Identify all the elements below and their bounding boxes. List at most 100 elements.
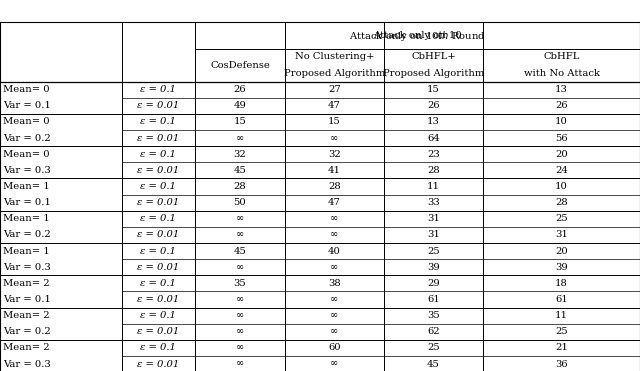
Text: ∞: ∞ xyxy=(236,263,244,272)
Text: 15: 15 xyxy=(427,85,440,94)
Text: 61: 61 xyxy=(428,295,440,304)
Text: 26: 26 xyxy=(234,85,246,94)
Text: ∞: ∞ xyxy=(330,311,339,320)
Text: 45: 45 xyxy=(427,359,440,368)
Text: 50: 50 xyxy=(234,198,246,207)
Text: ∞: ∞ xyxy=(236,344,244,352)
Text: 40: 40 xyxy=(328,247,341,256)
Text: ∞: ∞ xyxy=(330,214,339,223)
Text: ε = 0.01: ε = 0.01 xyxy=(137,230,180,239)
Text: ε = 0.01: ε = 0.01 xyxy=(137,295,180,304)
Text: 35: 35 xyxy=(428,311,440,320)
Text: 31: 31 xyxy=(427,214,440,223)
Text: Mean= 0: Mean= 0 xyxy=(3,118,50,127)
Text: 25: 25 xyxy=(556,327,568,336)
Text: ε = 0.01: ε = 0.01 xyxy=(137,101,180,110)
Text: ε = 0.1: ε = 0.1 xyxy=(140,85,177,94)
Text: ε = 0.1: ε = 0.1 xyxy=(140,311,177,320)
Text: 47: 47 xyxy=(328,101,341,110)
Text: 56: 56 xyxy=(556,134,568,142)
Text: 25: 25 xyxy=(428,247,440,256)
Text: ε = 0.1: ε = 0.1 xyxy=(140,214,177,223)
Text: 13: 13 xyxy=(427,118,440,127)
Text: Mean= 2: Mean= 2 xyxy=(3,344,50,352)
Text: Var = 0.3: Var = 0.3 xyxy=(3,263,51,272)
Text: ε = 0.01: ε = 0.01 xyxy=(137,327,180,336)
Text: Var = 0.3: Var = 0.3 xyxy=(3,359,51,368)
Text: ε = 0.01: ε = 0.01 xyxy=(137,134,180,142)
Text: Mean= 2: Mean= 2 xyxy=(3,311,50,320)
Text: ε = 0.01: ε = 0.01 xyxy=(137,166,180,175)
Text: 28: 28 xyxy=(328,182,340,191)
Text: 60: 60 xyxy=(328,344,340,352)
Text: 45: 45 xyxy=(234,166,246,175)
Text: Attack only on 10           Round: Attack only on 10 Round xyxy=(340,31,495,40)
Text: ε = 0.1: ε = 0.1 xyxy=(140,182,177,191)
Text: Mean= 0: Mean= 0 xyxy=(3,150,50,159)
Text: Attack only on 10$\it{th}$ Round: Attack only on 10$\it{th}$ Round xyxy=(349,29,486,43)
Text: ∞: ∞ xyxy=(236,295,244,304)
Text: 11: 11 xyxy=(555,311,568,320)
Text: 23: 23 xyxy=(428,150,440,159)
Text: ∞: ∞ xyxy=(236,359,244,368)
Text: 36: 36 xyxy=(556,359,568,368)
Text: 26: 26 xyxy=(428,101,440,110)
Text: Mean= 2: Mean= 2 xyxy=(3,279,50,288)
Text: Mean= 1: Mean= 1 xyxy=(3,247,50,256)
Text: ∞: ∞ xyxy=(236,214,244,223)
Text: 28: 28 xyxy=(556,198,568,207)
Text: Mean= 1: Mean= 1 xyxy=(3,182,50,191)
Text: 28: 28 xyxy=(234,182,246,191)
Text: No Clustering+: No Clustering+ xyxy=(294,52,374,62)
Text: 27: 27 xyxy=(328,85,340,94)
Text: ∞: ∞ xyxy=(330,134,339,142)
Text: 11: 11 xyxy=(427,182,440,191)
Text: ∞: ∞ xyxy=(330,327,339,336)
Text: Var = 0.3: Var = 0.3 xyxy=(3,166,51,175)
Text: 39: 39 xyxy=(556,263,568,272)
Text: 38: 38 xyxy=(328,279,340,288)
Text: CbHFL+: CbHFL+ xyxy=(412,52,456,62)
Text: 33: 33 xyxy=(428,198,440,207)
Text: 28: 28 xyxy=(428,166,440,175)
Text: with No Attack: with No Attack xyxy=(524,69,600,78)
Text: 15: 15 xyxy=(328,118,341,127)
Text: 20: 20 xyxy=(556,150,568,159)
Text: ∞: ∞ xyxy=(330,295,339,304)
Text: 62: 62 xyxy=(428,327,440,336)
Text: 32: 32 xyxy=(328,150,340,159)
Text: Var = 0.2: Var = 0.2 xyxy=(3,327,51,336)
Text: ε = 0.1: ε = 0.1 xyxy=(140,279,177,288)
Text: ∞: ∞ xyxy=(330,359,339,368)
Text: ε = 0.1: ε = 0.1 xyxy=(140,150,177,159)
Text: 47: 47 xyxy=(328,198,341,207)
Text: ε = 0.01: ε = 0.01 xyxy=(137,263,180,272)
Text: ε = 0.1: ε = 0.1 xyxy=(140,247,177,256)
Text: Var = 0.1: Var = 0.1 xyxy=(3,101,51,110)
Text: ε = 0.1: ε = 0.1 xyxy=(140,344,177,352)
Text: 25: 25 xyxy=(428,344,440,352)
Text: 13: 13 xyxy=(555,85,568,94)
Text: Var = 0.1: Var = 0.1 xyxy=(3,295,51,304)
Text: 26: 26 xyxy=(556,101,568,110)
Text: Var = 0.2: Var = 0.2 xyxy=(3,230,51,239)
Text: Mean= 0: Mean= 0 xyxy=(3,85,50,94)
Text: ∞: ∞ xyxy=(236,134,244,142)
Text: CosDefense: CosDefense xyxy=(210,61,270,70)
Text: 49: 49 xyxy=(234,101,246,110)
Text: CbHFL: CbHFL xyxy=(543,52,580,62)
Text: 10: 10 xyxy=(555,118,568,127)
Text: 64: 64 xyxy=(428,134,440,142)
Text: ∞: ∞ xyxy=(236,230,244,239)
Text: 21: 21 xyxy=(555,344,568,352)
Text: 31: 31 xyxy=(555,230,568,239)
Text: 10: 10 xyxy=(555,182,568,191)
Text: 31: 31 xyxy=(427,230,440,239)
Text: 32: 32 xyxy=(234,150,246,159)
Text: 35: 35 xyxy=(234,279,246,288)
Text: ε = 0.1: ε = 0.1 xyxy=(140,118,177,127)
Text: 45: 45 xyxy=(234,247,246,256)
Text: 39: 39 xyxy=(428,263,440,272)
Text: ∞: ∞ xyxy=(330,263,339,272)
Text: 29: 29 xyxy=(428,279,440,288)
